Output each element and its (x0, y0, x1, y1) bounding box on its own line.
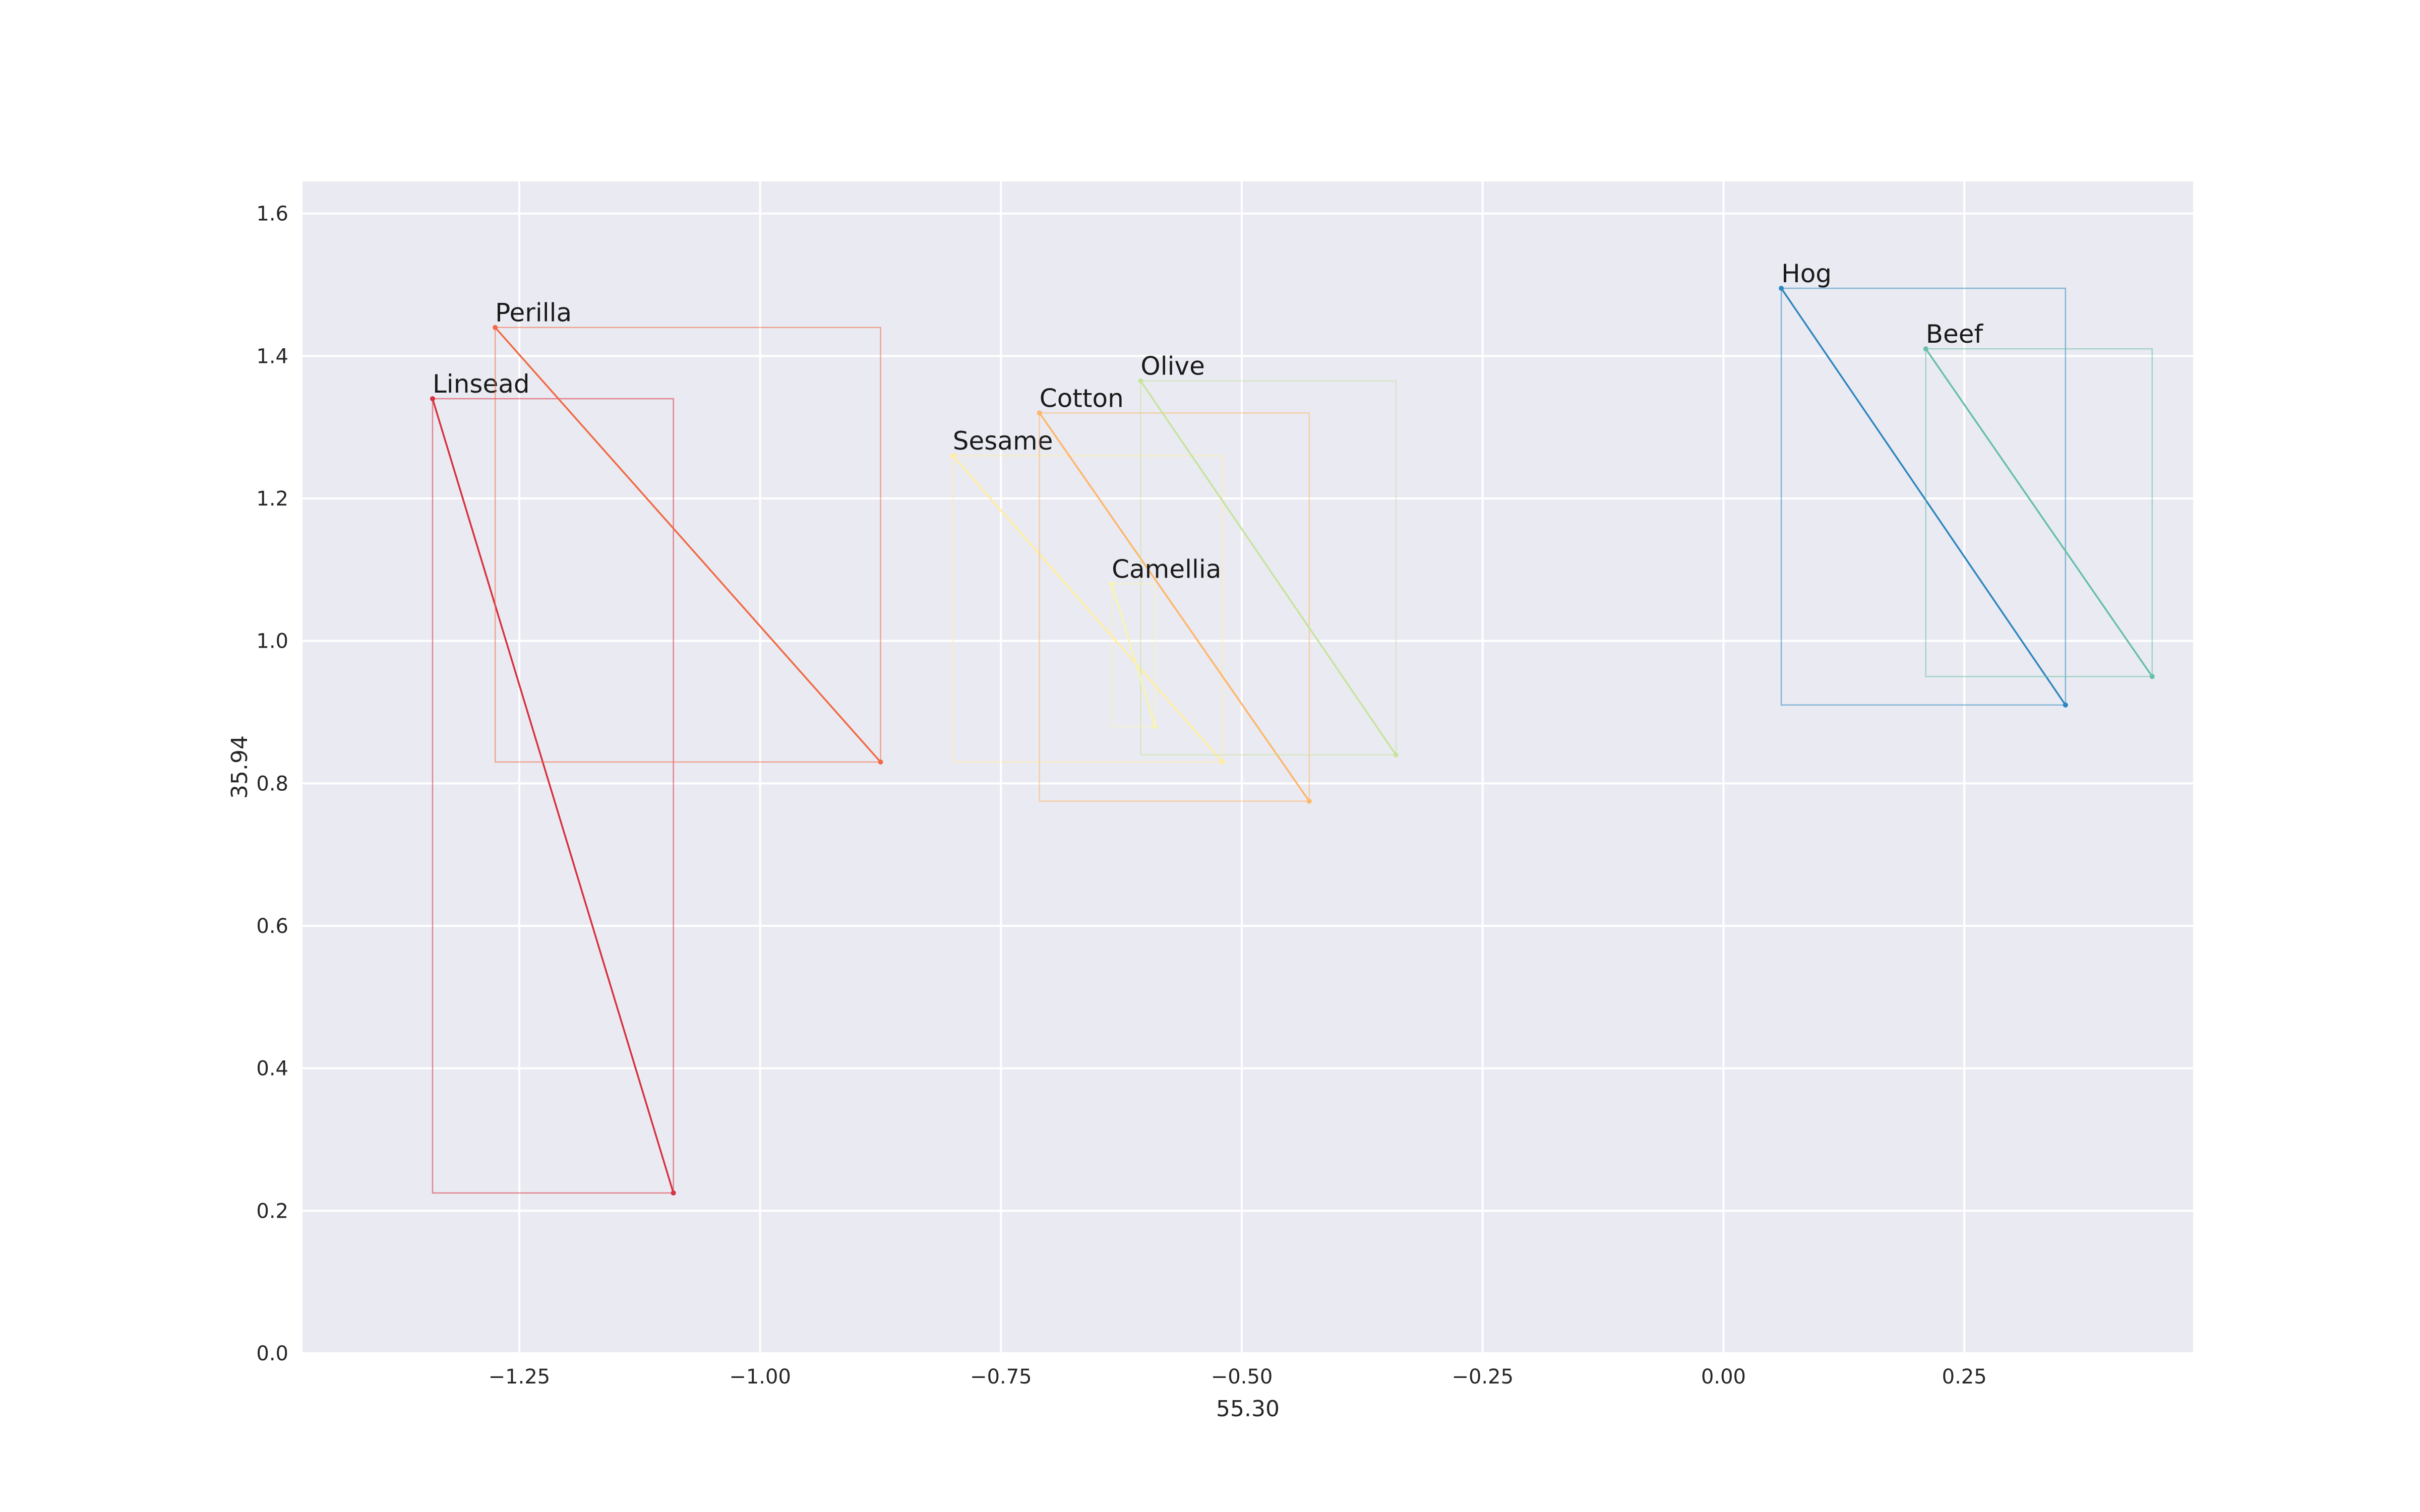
y-tick-label: 0.8 (256, 772, 288, 795)
grid (302, 181, 2193, 1354)
bounding-box (494, 327, 881, 763)
y-tick-label: 0.0 (256, 1342, 288, 1365)
bounding-box (1925, 348, 2153, 677)
y-tick-label: 0.4 (256, 1057, 288, 1081)
x-tick-label: −1.00 (729, 1365, 791, 1389)
y-tick-label: 0.6 (256, 915, 288, 938)
x-tick-label: −0.75 (970, 1365, 1032, 1389)
y-tick-label: 0.2 (256, 1200, 288, 1223)
y-tick-label: 1.4 (256, 345, 288, 368)
series-line (1111, 584, 1156, 727)
data-point (2063, 702, 2068, 708)
bounding-box (1780, 287, 2067, 706)
series-line (432, 398, 675, 1193)
series-label: Beef (1926, 320, 1984, 349)
series-label: Perilla (495, 298, 572, 328)
bounding-box (432, 398, 674, 1194)
data-point (2149, 674, 2155, 679)
series-cotton: Cotton (1037, 384, 1312, 804)
x-tick-label: 0.00 (1701, 1365, 1746, 1389)
series-line (1925, 348, 2153, 677)
series-label: Hog (1781, 259, 1832, 288)
series-linsead: Linsead (430, 369, 676, 1195)
series-label: Linsead (433, 369, 530, 399)
series-label: Olive (1140, 352, 1205, 381)
series-label: Camellia (1112, 555, 1221, 584)
y-tick-label: 1.2 (256, 487, 288, 511)
bounding-box (1039, 412, 1310, 802)
x-axis-label: 55.30 (1216, 1396, 1280, 1422)
series-perilla: Perilla (493, 298, 883, 765)
y-axis-ticks: 0.0 0.2 0.4 0.6 0.8 1.0 1.2 1.4 1.6 (256, 203, 288, 1365)
x-axis-ticks: −1.25 −1.00 −0.75 −0.50 −0.25 0.00 0.25 (489, 1365, 1987, 1389)
series-label: Cotton (1040, 384, 1124, 413)
series-olive: Olive (1138, 352, 1399, 758)
data-point (950, 453, 955, 459)
y-tick-label: 1.0 (256, 630, 288, 653)
data-point (1138, 378, 1143, 384)
plot-area (302, 181, 2193, 1353)
data-point (1037, 410, 1042, 416)
data-point (1220, 759, 1225, 765)
bounding-box (1140, 380, 1397, 756)
data-point (1779, 286, 1784, 291)
x-tick-label: −0.25 (1451, 1365, 1514, 1389)
y-tick-label: 1.6 (256, 203, 288, 226)
bounding-box (952, 455, 1224, 763)
data-point (1109, 581, 1115, 587)
data-point (1393, 752, 1399, 758)
x-tick-label: −0.50 (1211, 1365, 1273, 1389)
series-line (494, 327, 881, 763)
bounding-box (1111, 583, 1156, 727)
series-line (952, 455, 1224, 763)
data-point (1306, 798, 1312, 804)
series-hog: Hog (1779, 259, 2068, 708)
data-point (430, 396, 435, 402)
data-point (493, 325, 498, 330)
x-tick-label: −1.25 (489, 1365, 551, 1389)
series-sesame: Sesame (950, 426, 1225, 765)
series-line (1780, 288, 2067, 706)
series-beef: Beef (1923, 320, 2155, 679)
series-layer: Linsead Perilla Sesame Cotton Olive Camellia H… (430, 259, 2155, 1195)
x-tick-label: 0.25 (1942, 1365, 1987, 1389)
data-point (1153, 724, 1158, 729)
data-point (1923, 346, 1928, 352)
series-camellia: Camellia (1109, 555, 1221, 729)
data-point (878, 759, 883, 765)
data-point (671, 1190, 676, 1195)
series-line (1139, 380, 1397, 755)
series-label: Sesame (953, 426, 1053, 456)
y-axis-label: 35.94 (227, 735, 253, 799)
series-line (1039, 412, 1310, 802)
